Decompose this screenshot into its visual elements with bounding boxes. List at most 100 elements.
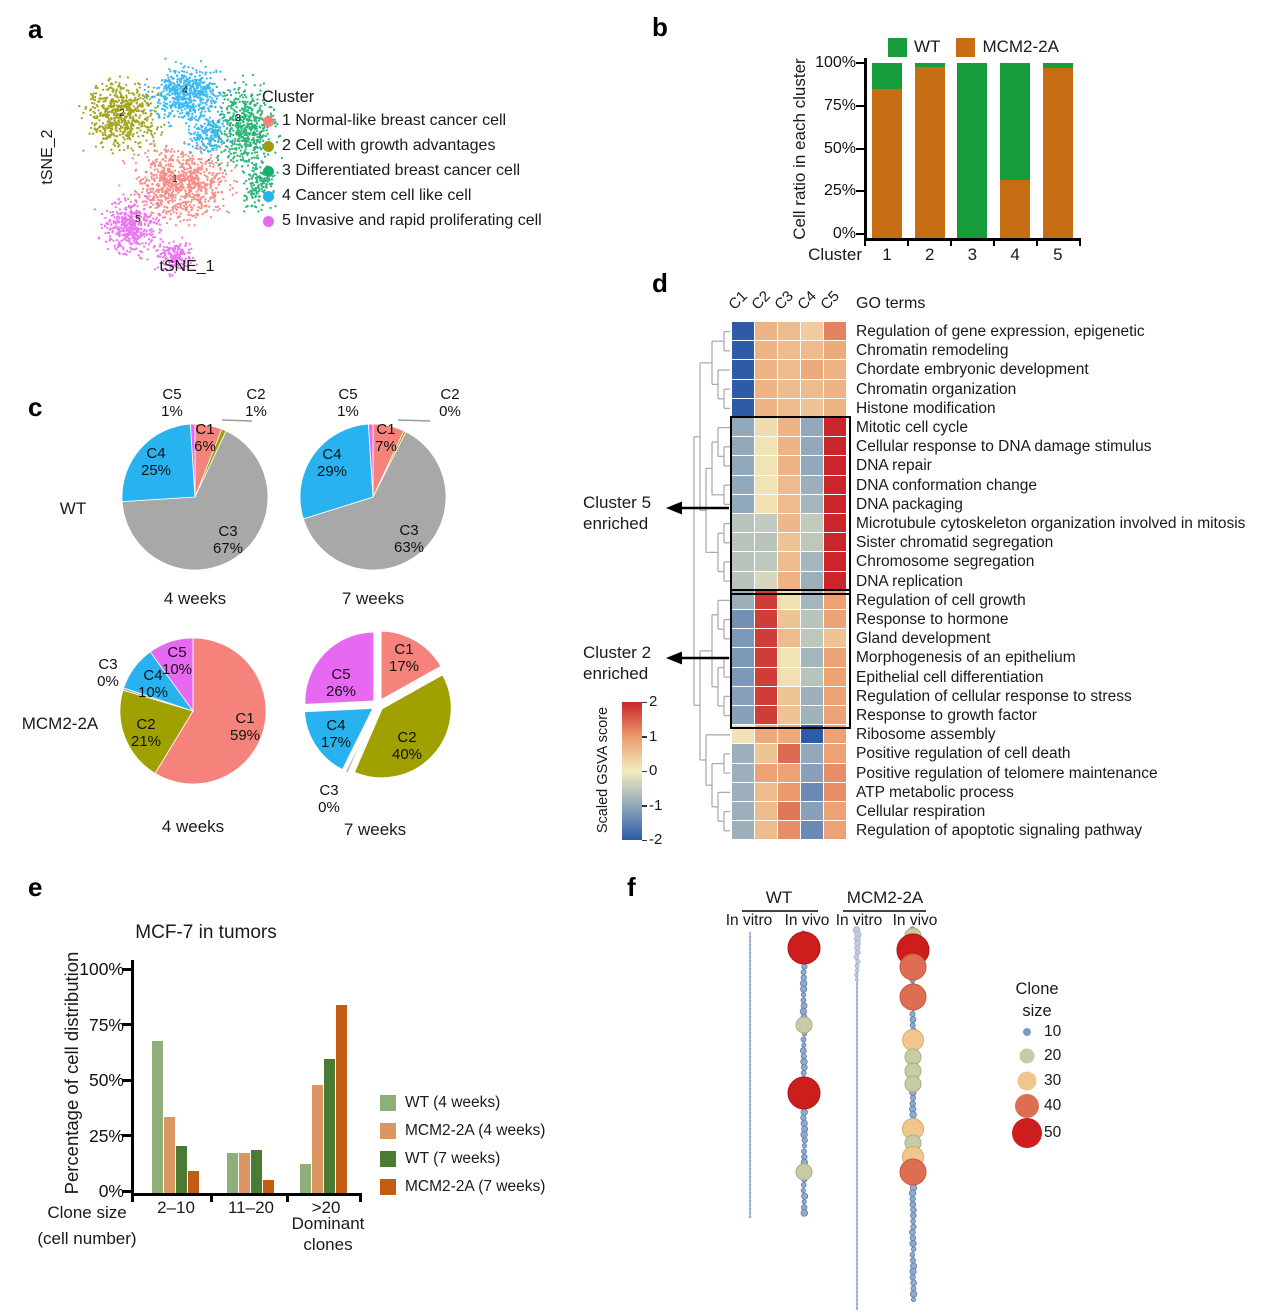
y-tick-label: 25%: [823, 182, 856, 200]
x-tick-mark: [864, 238, 866, 246]
y-tick-label: 100%: [79, 959, 124, 979]
heatmap-cell: [732, 533, 754, 552]
go-term-label: Morphogenesis of an epithelium: [856, 649, 1076, 667]
heatmap-cell: [801, 456, 823, 475]
heatmap-cell: [778, 360, 800, 379]
tsne-legend-item: 2 Cell with growth advantages: [263, 137, 542, 155]
stacked-bar-x-axis-title: Cluster: [808, 245, 862, 264]
pie-slice-C3: [121, 430, 269, 571]
pie-slice-C3: [302, 431, 447, 571]
heatmap-cluster-box: [729, 416, 851, 595]
heatmap-cell: [778, 610, 800, 629]
colorbar-tick-mark: [642, 701, 647, 703]
heatmap-cell: [755, 686, 777, 705]
legend-label: WT (7 weeks): [405, 1150, 501, 1167]
cluster-color-dot: [263, 140, 274, 152]
heatmap-cell: [801, 514, 823, 533]
pie-MCM2-2A-7-weeks: [302, 629, 453, 780]
heatmap-cell: [732, 322, 754, 341]
pie-label-C2: C2 0%: [439, 386, 461, 420]
pie-label-C2: C2 40%: [391, 729, 423, 763]
tsne-cluster-3: [205, 73, 284, 213]
strand-MCM2-2A-In-vitro: [852, 926, 862, 1310]
panel-letter-a: a: [28, 14, 43, 44]
heatmap-cell: [755, 725, 777, 744]
clone-size-label: 40: [1044, 1097, 1062, 1114]
stacked-bar-legend: WT MCM2-2A: [888, 37, 1059, 57]
heatmap-cell: [755, 341, 777, 360]
heatmap-cell: [824, 379, 846, 398]
x-tick-label: 11–20: [227, 1198, 274, 1217]
heatmap-cell: [824, 533, 846, 552]
bar-wt-cluster2: [914, 63, 945, 67]
y-tick-mark: [856, 147, 864, 150]
heatmap-cell: [801, 686, 823, 705]
y-tick-label: 75%: [823, 96, 856, 114]
bubble-strands: [748, 926, 930, 1310]
bar-WT7weeks-2–10: [176, 1145, 187, 1193]
heatmap-cell: [755, 667, 777, 686]
tsne-legend-label: 5 Invasive and rapid proliferating cell: [282, 212, 542, 229]
x-tick-label: >20: [311, 1198, 341, 1217]
go-term-label: Regulation of cell growth: [856, 591, 1026, 609]
heatmap-cell: [732, 418, 754, 437]
colorbar-tick-mark: [642, 805, 647, 807]
x-tick-mark: [949, 238, 952, 246]
heatmap-cell: [732, 763, 754, 782]
y-tick-mark: [856, 62, 864, 64]
legend-label: WT (4 weeks): [405, 1094, 501, 1111]
go-term-label: Regulation of apoptotic signaling pathwa…: [856, 822, 1143, 840]
heatmap-cell: [801, 437, 823, 456]
heatmap-cell: [755, 379, 777, 398]
tsne-cluster-1: [118, 141, 239, 227]
tsne-cluster-number: 5: [135, 214, 141, 225]
colorbar-tick-label: -2: [649, 831, 663, 848]
heatmap-cell: [801, 744, 823, 763]
x-tick-label: 2: [924, 245, 935, 264]
heatmap-cell: [801, 379, 823, 398]
pie-label-C2: C2 21%: [130, 716, 162, 750]
bar-MCM2-2A7weeks-2–10: [188, 1170, 199, 1193]
colorbar-tick-label: 0: [649, 762, 658, 779]
go-term-label: Cellular response to DNA damage stimulus: [856, 438, 1152, 456]
x-tick-mark: [131, 1193, 134, 1202]
tsne-y-axis-label: tSNE_2: [39, 129, 56, 185]
tsne-legend-label: 3 Differentiated breast cancer cell: [282, 162, 521, 179]
pie-label-C1: C1 6%: [194, 421, 216, 455]
heatmap-cell: [801, 667, 823, 686]
heatmap-cell: [801, 360, 823, 379]
pie-label-C5: C5 10%: [161, 644, 193, 678]
mcm2-2a-underline: [843, 910, 926, 912]
heatmap-cell: [778, 571, 800, 590]
legend-label: MCM2-2A (4 weeks): [405, 1122, 546, 1139]
pie-slice-C1: [154, 637, 267, 785]
heatmap-cell: [824, 571, 846, 590]
heatmap-cell: [801, 494, 823, 513]
bar-WT4weeks-2–10: [152, 1040, 163, 1193]
clone-size-dot-50: [1012, 1118, 1042, 1148]
heatmap-cell: [824, 686, 846, 705]
heatmap-cell: [755, 763, 777, 782]
go-term-label: Regulation of gene expression, epigeneti…: [856, 323, 1145, 340]
go-term-label: Ribosome assembly: [856, 726, 996, 744]
tsne-legend-item: 1 Normal-like breast cancer cell: [263, 112, 542, 130]
pie-label-C1: C1 59%: [229, 710, 261, 744]
heatmap-cell: [801, 571, 823, 590]
panel-letter-f: f: [627, 872, 636, 902]
y-tick-mark: [856, 233, 864, 235]
pie-time-label: 7 weeks: [341, 589, 405, 608]
bar-mcm2-2a-cluster1: [872, 89, 902, 238]
pie-label-C4: C4 25%: [140, 445, 172, 479]
heatmap-cell: [755, 571, 777, 590]
bar-mcm2-2a-cluster2: [914, 66, 945, 238]
pie-time-label: 7 weeks: [343, 820, 407, 839]
heatmap-cell: [755, 475, 777, 494]
pie-label-C5: C5 1%: [161, 386, 183, 420]
heatmap-cell: [755, 552, 777, 571]
bubble-condition-label: In vivo: [784, 912, 830, 929]
tsne-cluster-number: 4: [182, 85, 188, 96]
heatmap-cell: [755, 494, 777, 513]
tsne-cluster-4: [143, 57, 234, 159]
heatmap-cell: [778, 398, 800, 417]
tsne-cluster-5: [93, 192, 199, 278]
